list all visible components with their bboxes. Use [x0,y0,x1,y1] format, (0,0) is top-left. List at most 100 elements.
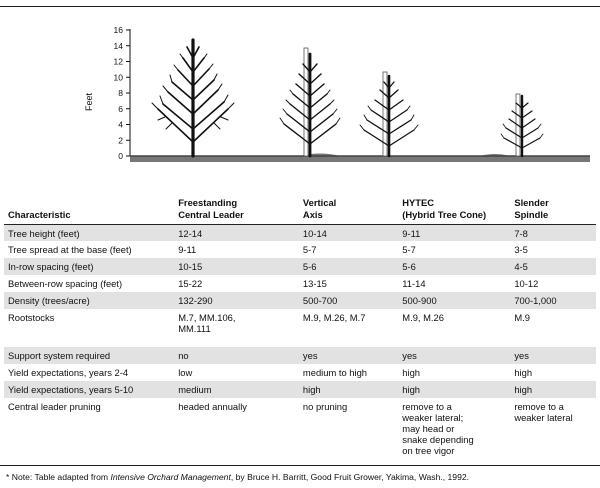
ground [130,153,590,162]
table-cell: 5-7 [299,241,398,258]
cell-text: 10-14 [302,227,327,239]
cell-text: 10-15 [178,261,203,272]
column-header-line: HYTEC [402,196,435,208]
tree-height-figure: 16 14 12 10 8 6 4 2 0 [0,14,600,180]
table-cell: high [398,381,511,398]
column-header: Slender Spindle [510,188,596,224]
cell-text: yes [514,350,529,361]
cell-text: M.7, MM.106, [178,312,236,323]
y-tick-label: 10 [114,72,124,82]
header-row: Characteristic Freestanding Central Leader… [4,188,596,224]
cell-text: M.9, M.26 [402,312,444,323]
table-cell: 10-15 [174,258,299,275]
cell-text: 5-6 [302,261,317,272]
y-tick-label: 0 [118,151,123,161]
table-cell: 5-6 [398,258,511,275]
cell-text: 9-11 [178,244,197,255]
row-label-cell: Yield expectations, years 2-4 [4,364,174,381]
table-row: Yield expectations, years 5-10 medium high… [4,381,596,398]
cell-text: 11-14 [402,278,426,289]
column-header-line: (Hybrid Tree Cone) [402,208,487,220]
table-cell: no pruning [299,398,398,456]
cell-text: 3-5 [514,244,528,255]
column-header: Freestanding Central Leader [174,188,299,224]
y-tick-label: 2 [118,135,123,145]
table-cell: high [510,381,596,398]
footnote-suffix: , by Bruce H. Barritt, Good Fruit Grower… [230,472,470,482]
y-tick-label: 6 [118,104,123,114]
cell-text: on tree vigor [402,445,455,456]
cell-text: Yield expectations, years 2-4 [8,367,129,378]
cell-text: Density (trees/acre) [8,295,90,306]
cell-text: MM.111 [178,323,211,334]
table-cell: M.7, MM.106, MM.111 [174,309,299,347]
table-cell: 12-14 [174,224,299,241]
cell-text: 4-5 [514,261,528,272]
tree-illustration: 16 14 12 10 8 6 4 2 0 [114,25,590,162]
table-cell: medium to high [299,364,398,381]
table-row: Tree height (feet) 12-14 10-14 9-11 7-8 [4,224,596,241]
table-cell: medium [174,381,299,398]
row-label-cell: Yield expectations, years 5-10 [4,381,175,398]
cell-text: 9-11 [402,227,421,239]
table-cell: 13-15 [299,275,398,292]
cell-text: high [514,384,533,395]
table-cell: 10-14 [298,224,399,241]
column-header-line: Slender [514,196,549,208]
table-cell: yes [398,347,511,364]
table-cell: 500-700 [298,292,399,309]
cell-text: 5-7 [402,244,416,255]
table-row: Density (trees/acre) 132-290 500-700 500-90… [4,292,596,309]
table-row: Central leader pruning headed annually no … [4,398,596,456]
cell-text: no pruning [302,401,348,412]
training-systems-table: Characteristic Freestanding Central Leader… [4,188,596,456]
cell-text: high [402,367,421,378]
tree-hytec [359,71,419,158]
table-cell: high [298,381,399,398]
table-cell: remove to a weaker lateral; may head or sna… [398,398,510,456]
table-cell: low [174,364,299,381]
cell-text: Support system required [8,350,111,361]
table-row: Tree spread at the base (feet) 9-11 5-7 5-7… [4,241,596,258]
column-header: HYTEC (Hybrid Tree Cone) [398,188,510,224]
footnote-prefix: * Note: Table adapted from [6,472,111,482]
table-cell: 132-290 [174,292,299,309]
cell-text: headed annually [178,401,247,412]
column-header-line: Central Leader [178,208,244,220]
row-label-cell: Tree height (feet) [4,224,175,241]
cell-text: Central leader pruning [8,401,101,412]
cell-text: 5-6 [402,261,416,272]
table-cell: 700-1,000 [510,292,596,309]
top-rule [0,6,600,7]
cell-text: 12-14 [178,227,203,239]
cell-text: weaker lateral [514,412,573,423]
row-label-cell: Tree spread at the base (feet) [4,241,174,258]
cell-text: remove to a [514,401,564,412]
cell-text: Yield expectations, years 5-10 [8,384,134,395]
table-cell: yes [298,347,399,364]
table-cell: headed annually [174,398,299,456]
table-cell: 10-12 [510,275,596,292]
column-header-line: Spindle [514,208,549,220]
row-label-cell: Support system required [4,347,175,364]
bottom-rule [0,465,600,466]
cell-text: Rootstocks [8,312,55,323]
table-cell: yes [510,347,596,364]
tree-vertical-axis [279,47,341,158]
cell-text: yes [302,350,318,361]
table-cell: M.9, M.26 [398,309,510,347]
cell-text: 700-1,000 [514,295,557,306]
cell-text: In-row spacing (feet) [8,261,94,272]
table-row: Between-row spacing (feet) 15-22 13-15 11-1… [4,275,596,292]
cell-text: M.9 [514,312,530,323]
table-cell: 3-5 [510,241,596,258]
cell-text: 15-22 [178,278,203,289]
column-header-line: Vertical [302,196,337,208]
row-label-cell: Central leader pruning [4,398,174,456]
tree-slender-spindle [500,93,544,158]
row-label-cell: Rootstocks [4,309,174,347]
cell-text: 7-8 [514,227,528,239]
tree-central-leader [151,38,235,158]
table-row: Yield expectations, years 2-4 low medium t… [4,364,596,381]
cell-text: Between-row spacing (feet) [8,278,123,289]
